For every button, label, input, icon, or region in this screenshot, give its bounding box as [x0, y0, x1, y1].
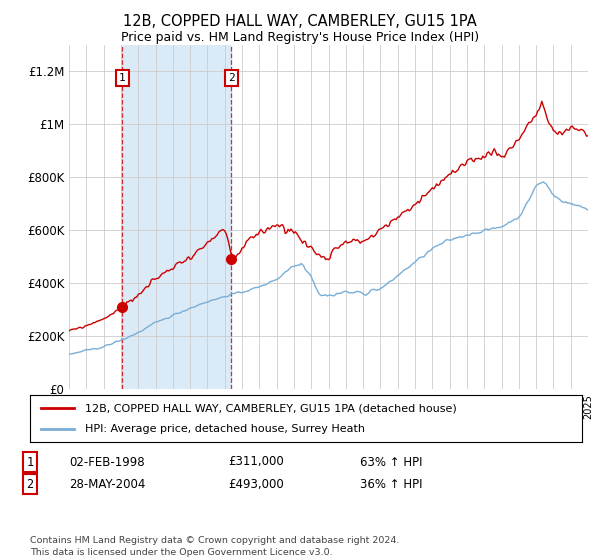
Text: 1: 1 — [26, 455, 34, 469]
Text: 28-MAY-2004: 28-MAY-2004 — [69, 478, 145, 491]
Text: 2: 2 — [26, 478, 34, 491]
Text: 36% ↑ HPI: 36% ↑ HPI — [360, 478, 422, 491]
Text: 12B, COPPED HALL WAY, CAMBERLEY, GU15 1PA: 12B, COPPED HALL WAY, CAMBERLEY, GU15 1P… — [123, 14, 477, 29]
Text: 12B, COPPED HALL WAY, CAMBERLEY, GU15 1PA (detached house): 12B, COPPED HALL WAY, CAMBERLEY, GU15 1P… — [85, 403, 457, 413]
Text: Price paid vs. HM Land Registry's House Price Index (HPI): Price paid vs. HM Land Registry's House … — [121, 31, 479, 44]
Text: 02-FEB-1998: 02-FEB-1998 — [69, 455, 145, 469]
Text: 2: 2 — [228, 73, 235, 83]
Text: £311,000: £311,000 — [228, 455, 284, 469]
Text: HPI: Average price, detached house, Surrey Heath: HPI: Average price, detached house, Surr… — [85, 424, 365, 434]
Text: Contains HM Land Registry data © Crown copyright and database right 2024.
This d: Contains HM Land Registry data © Crown c… — [30, 536, 400, 557]
Bar — [122, 45, 232, 389]
Text: 1: 1 — [119, 73, 126, 83]
Text: £493,000: £493,000 — [228, 478, 284, 491]
Text: 63% ↑ HPI: 63% ↑ HPI — [360, 455, 422, 469]
